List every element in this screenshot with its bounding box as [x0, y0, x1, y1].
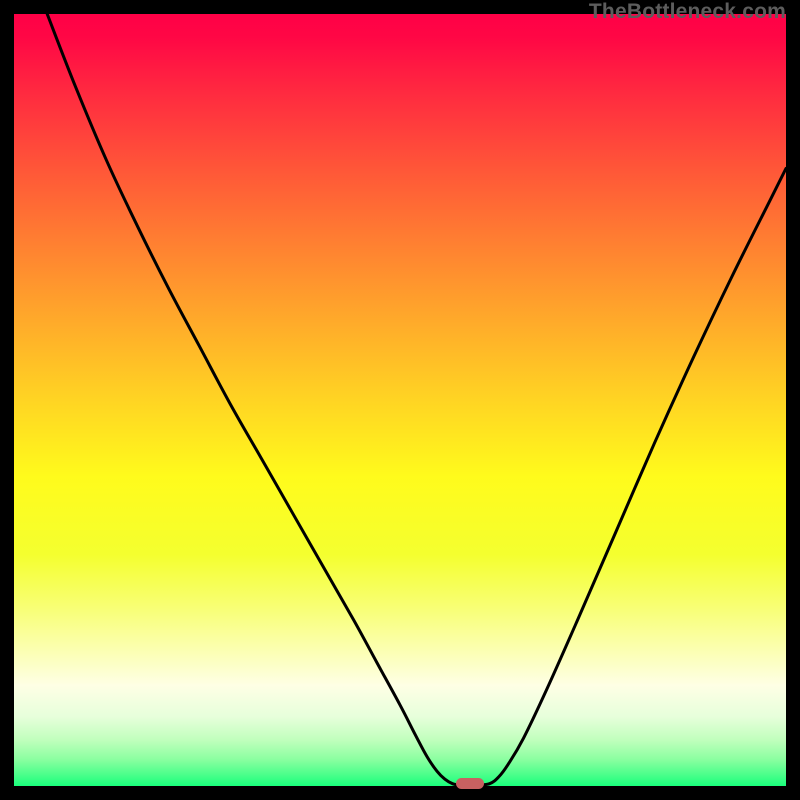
chart-frame: TheBottleneck.com	[0, 0, 800, 800]
bottleneck-curve	[47, 14, 786, 785]
curve-layer	[14, 14, 786, 786]
watermark-text: TheBottleneck.com	[589, 0, 786, 24]
plot-area	[14, 14, 786, 786]
optimal-point-marker	[456, 778, 484, 789]
